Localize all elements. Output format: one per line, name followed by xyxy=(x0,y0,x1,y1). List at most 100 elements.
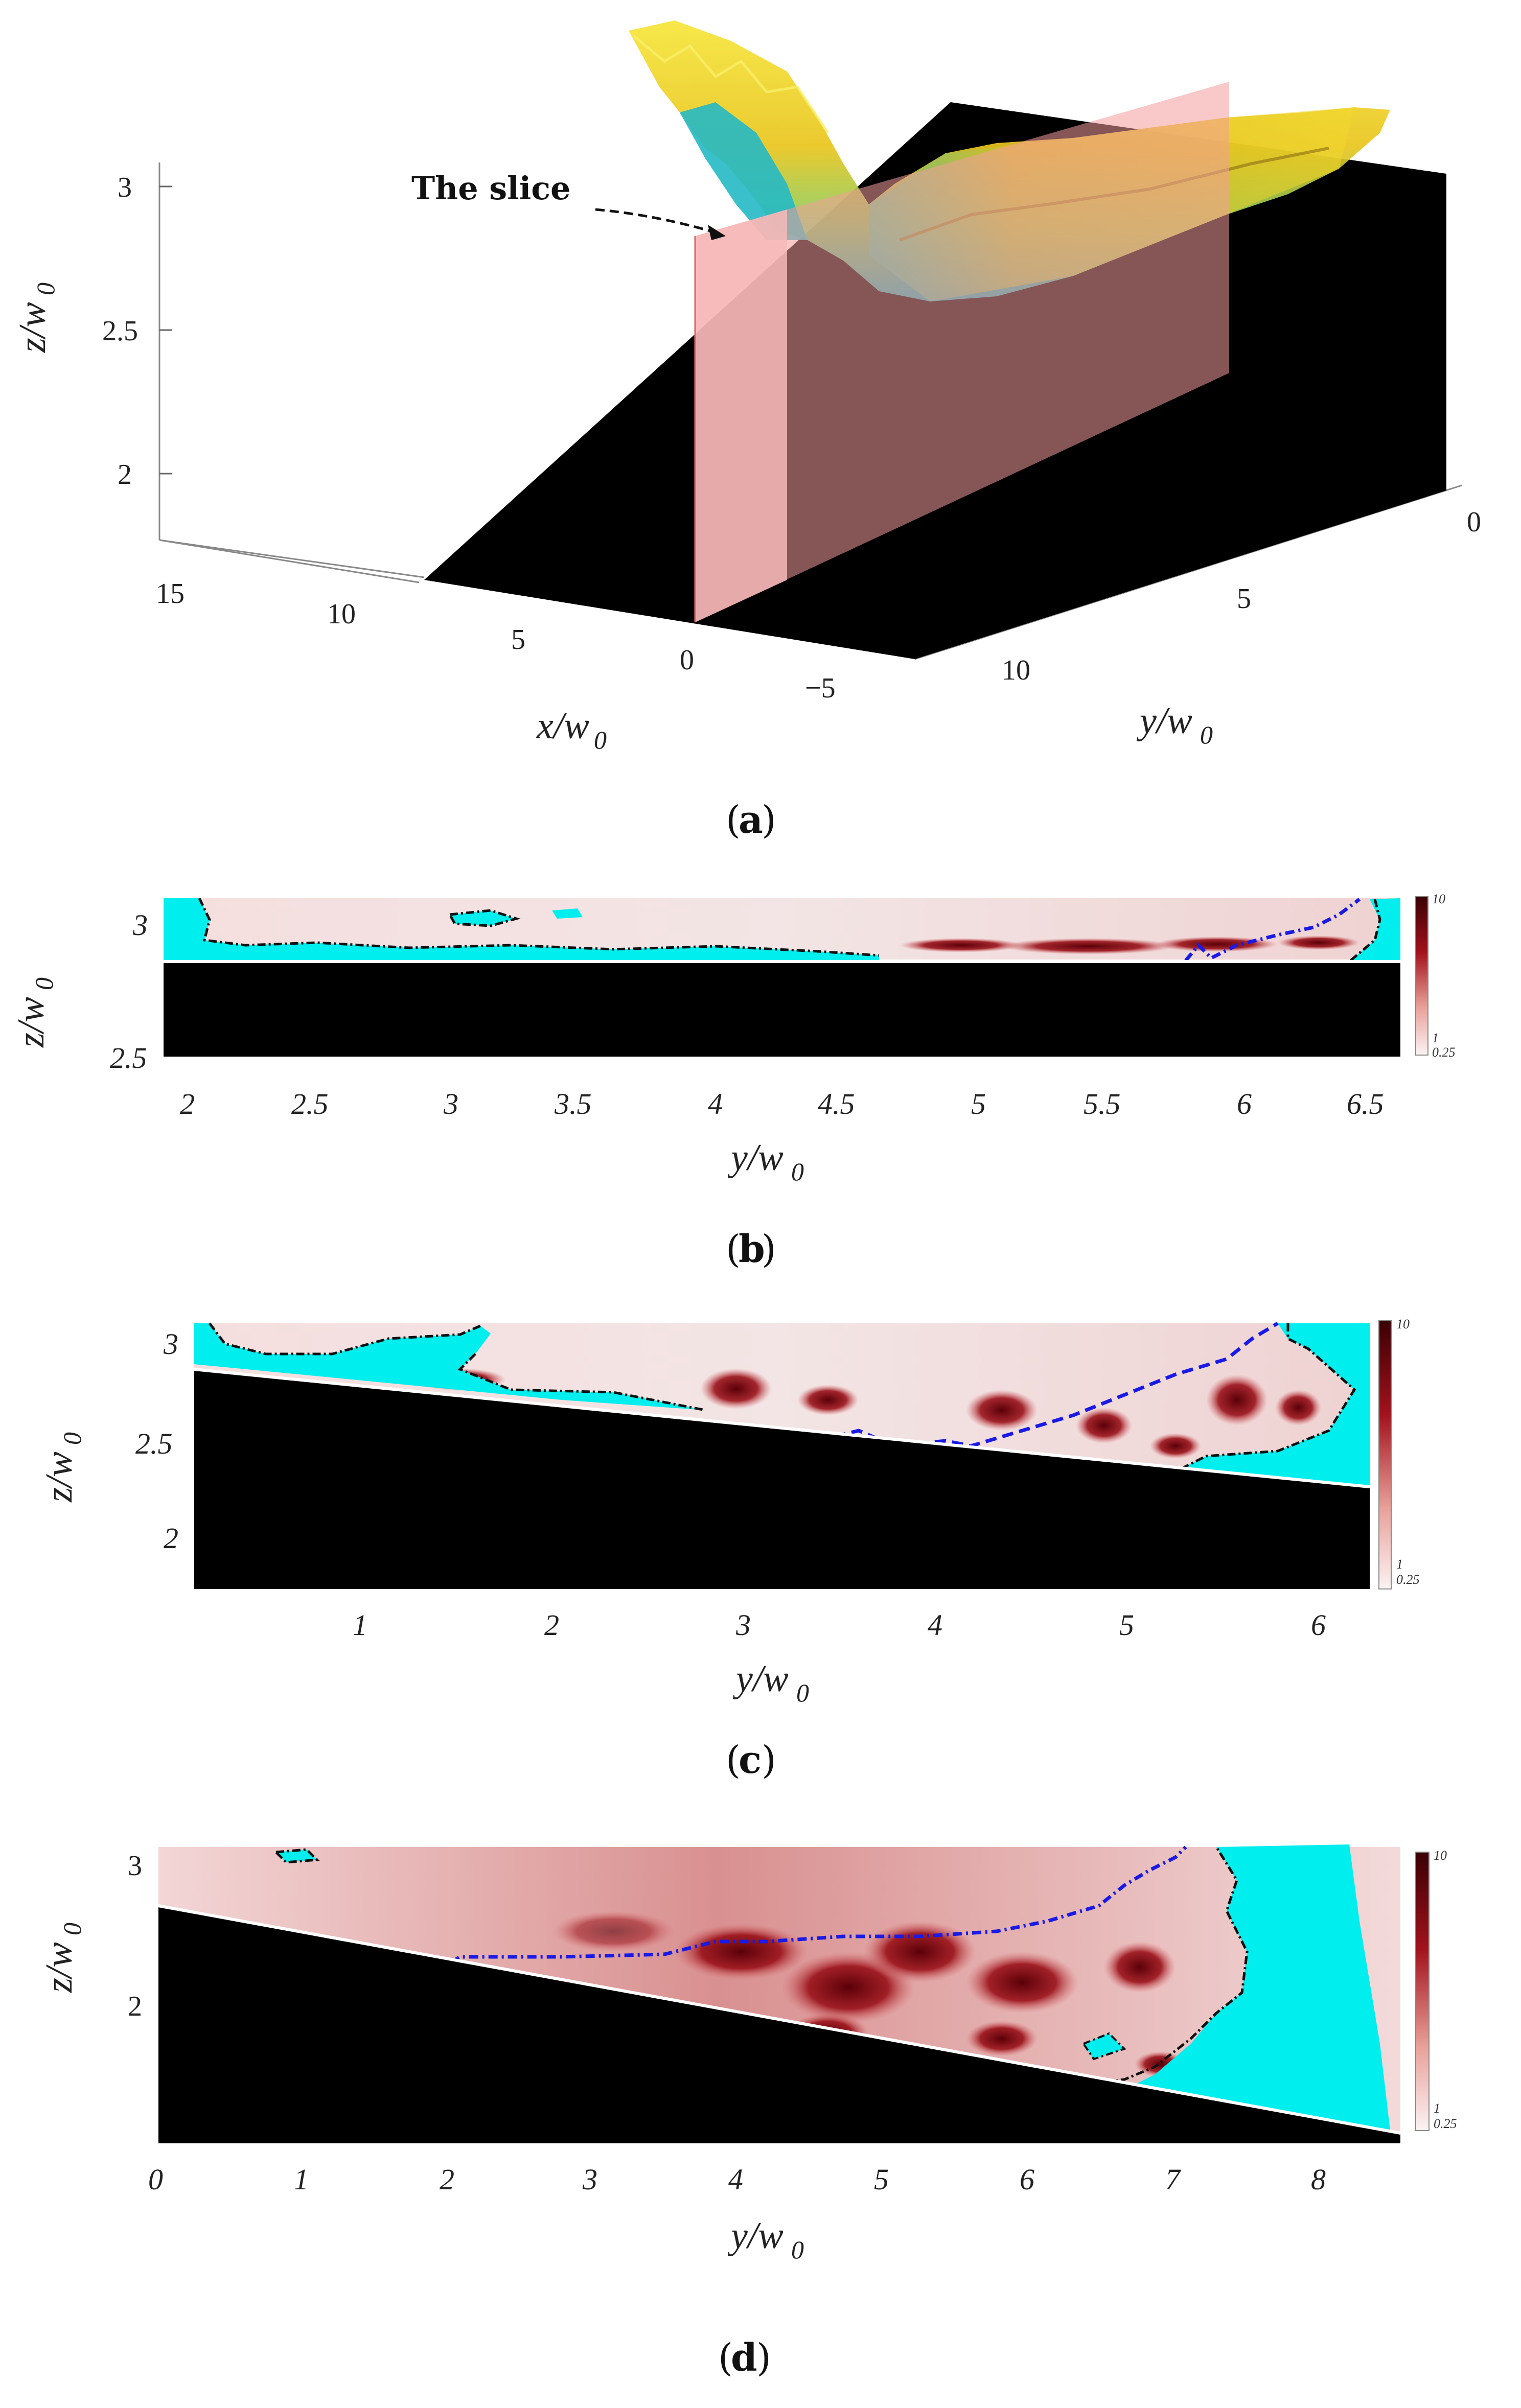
panel-d-y-tick: 4 xyxy=(728,2163,743,2196)
panel-a: 3 2.5 2 z/w 0 The slice 15 10 xyxy=(12,20,1481,842)
svg-text:0: 0 xyxy=(796,1678,809,1707)
svg-text:10: 10 xyxy=(1396,1317,1410,1331)
panel-b-cyan-region xyxy=(164,898,879,962)
panel-b-contour xyxy=(198,897,880,957)
panel-b-y-tick: 6.5 xyxy=(1347,1087,1384,1120)
panel-a-caption-letter: a xyxy=(739,798,763,842)
panel-b-y-ticks: 2 2.5 3 3.5 4 4.5 5 5.5 6 6.5 xyxy=(180,1087,1384,1120)
panel-d-wall xyxy=(158,1906,1400,2143)
panel-d-z-label: z/w 0 xyxy=(38,1923,86,1993)
panel-a-x-tick: 5 xyxy=(511,624,525,656)
svg-text:0.25: 0.25 xyxy=(1432,1045,1456,1060)
panel-c-y-tick: 4 xyxy=(928,1608,942,1642)
svg-text:(: ( xyxy=(726,1227,741,1271)
panel-b: 3 2.5 z/w 0 2 2.5 3 3.5 4 4.5 5 5.5 6 6.… xyxy=(10,892,1456,1271)
svg-text:0: 0 xyxy=(58,1432,86,1445)
panel-b-z-tick: 3 xyxy=(132,908,148,942)
svg-text:): ) xyxy=(762,798,776,842)
svg-text:0.25: 0.25 xyxy=(1396,1572,1420,1587)
panel-a-z-tick: 2 xyxy=(118,459,132,490)
svg-text:d: d xyxy=(731,2336,757,2380)
svg-text:z/w: z/w xyxy=(10,997,52,1048)
panel-b-colorbar: 10 1 0.25 xyxy=(1415,892,1456,1060)
panel-a-y-label-main: y/w xyxy=(1136,700,1192,742)
svg-text:): ) xyxy=(756,2336,771,2380)
panel-a-slice xyxy=(695,82,1229,622)
panel-c-y-label: y/w 0 xyxy=(732,1658,809,1707)
svg-text:z/w: z/w xyxy=(38,1452,80,1503)
panel-b-z-tick: 2.5 xyxy=(110,1041,147,1074)
svg-text:c: c xyxy=(739,1738,762,1782)
panel-a-y-tick: 0 xyxy=(1467,506,1481,538)
panel-a-y-tick: 5 xyxy=(1237,583,1251,615)
panel-c-z-tick: 2 xyxy=(164,1522,178,1555)
svg-text:0.25: 0.25 xyxy=(1434,2116,1457,2131)
panel-d: 3 2 z/w 0 0 1 2 3 4 5 6 7 8 y/w 0 10 1 0… xyxy=(38,1844,1457,2380)
panel-d-y-tick: 6 xyxy=(1020,2163,1034,2196)
panel-c-colorbar: 10 1 0.25 xyxy=(1378,1317,1420,1589)
panel-c-y-tick: 3 xyxy=(735,1608,751,1642)
panel-a-z-tick: 2.5 xyxy=(102,315,138,347)
panel-c-y-tick: 5 xyxy=(1119,1608,1134,1642)
panel-b-y-tick: 2 xyxy=(180,1087,195,1120)
panel-a-z-label-sub: 0 xyxy=(31,283,60,295)
svg-text:): ) xyxy=(762,1227,776,1271)
svg-text:0: 0 xyxy=(791,1157,804,1186)
panel-d-colorbar: 10 1 0.25 xyxy=(1415,1848,1457,2131)
panel-a-x-label: x/w 0 xyxy=(536,705,607,754)
panel-a-x-ticks: 15 10 5 0 −5 xyxy=(156,578,836,704)
panel-c-y-tick: 2 xyxy=(544,1608,559,1642)
panel-a-z-label: z/w 0 xyxy=(12,283,60,353)
panel-c-z-ticks: 3 2.5 2 xyxy=(135,1327,178,1555)
panel-b-y-tick: 3.5 xyxy=(554,1087,592,1120)
panel-c-z-label: z/w 0 xyxy=(38,1432,86,1503)
svg-text:(: ( xyxy=(718,2336,733,2380)
svg-text:0: 0 xyxy=(30,977,58,990)
svg-text:y/w: y/w xyxy=(727,2215,783,2257)
panel-c-y-tick: 6 xyxy=(1311,1608,1326,1642)
svg-text:(: ( xyxy=(726,1738,741,1782)
panel-d-y-tick: 3 xyxy=(582,2163,597,2196)
svg-text:1: 1 xyxy=(1434,2101,1440,2116)
panel-d-z-tick: 3 xyxy=(128,1850,142,1882)
panel-a-annotation-arrow xyxy=(595,208,716,234)
panel-b-wall xyxy=(164,962,1400,1057)
panel-a-z-label-main: z/w xyxy=(12,302,54,353)
panel-b-caption: ( b ) xyxy=(726,1227,776,1271)
panel-c-z-tick: 3 xyxy=(163,1327,178,1361)
panel-b-y-tick: 6 xyxy=(1237,1087,1252,1120)
panel-d-y-ticks: 0 1 2 3 4 5 6 7 8 xyxy=(148,2163,1326,2196)
panel-b-z-label: z/w 0 xyxy=(10,977,58,1048)
panel-d-y-tick: 2 xyxy=(440,2163,454,2196)
panel-d-y-tick: 8 xyxy=(1311,2163,1326,2196)
panel-b-y-tick: 5 xyxy=(971,1087,986,1120)
panel-a-x-tick: 15 xyxy=(156,578,185,610)
panel-c-y-ticks: 1 2 3 4 5 6 xyxy=(353,1608,1326,1642)
panel-b-interface-line xyxy=(1184,898,1361,962)
panel-c-contour xyxy=(209,1322,706,1412)
panel-d-y-tick: 0 xyxy=(148,2163,163,2196)
panel-a-y-label: y/w 0 xyxy=(1136,700,1213,749)
svg-text:10: 10 xyxy=(1432,892,1445,906)
panel-d-z-tick: 2 xyxy=(128,1991,142,2022)
panel-b-y-tick: 2.5 xyxy=(291,1087,329,1120)
panel-d-interface-line xyxy=(433,1845,1187,1974)
panel-a-x-tick: 10 xyxy=(327,598,356,630)
panel-c: 3 2.5 2 z/w 0 1 2 3 4 5 6 y/w 0 10 1 0.2… xyxy=(38,1317,1420,1782)
svg-text:0: 0 xyxy=(791,2235,804,2264)
panel-d-y-tick: 5 xyxy=(874,2163,889,2196)
svg-text:): ) xyxy=(762,1738,776,1782)
panel-a-z-ticks: 3 2.5 2 xyxy=(102,172,172,490)
panel-d-y-tick: 7 xyxy=(1165,2163,1181,2196)
panel-a-x-tick: −5 xyxy=(805,672,836,704)
svg-text:10: 10 xyxy=(1434,1848,1447,1863)
panel-b-y-label: y/w 0 xyxy=(727,1137,804,1186)
panel-a-y-tick: 10 xyxy=(1002,654,1030,686)
panel-a-x-label-sub: 0 xyxy=(594,726,607,754)
panel-c-wall xyxy=(194,1369,1370,1589)
panel-c-z-tick: 2.5 xyxy=(135,1427,173,1460)
panel-c-y-tick: 1 xyxy=(353,1608,367,1642)
panel-c-cyan-region xyxy=(194,1323,705,1410)
svg-text:0: 0 xyxy=(58,1923,86,1935)
